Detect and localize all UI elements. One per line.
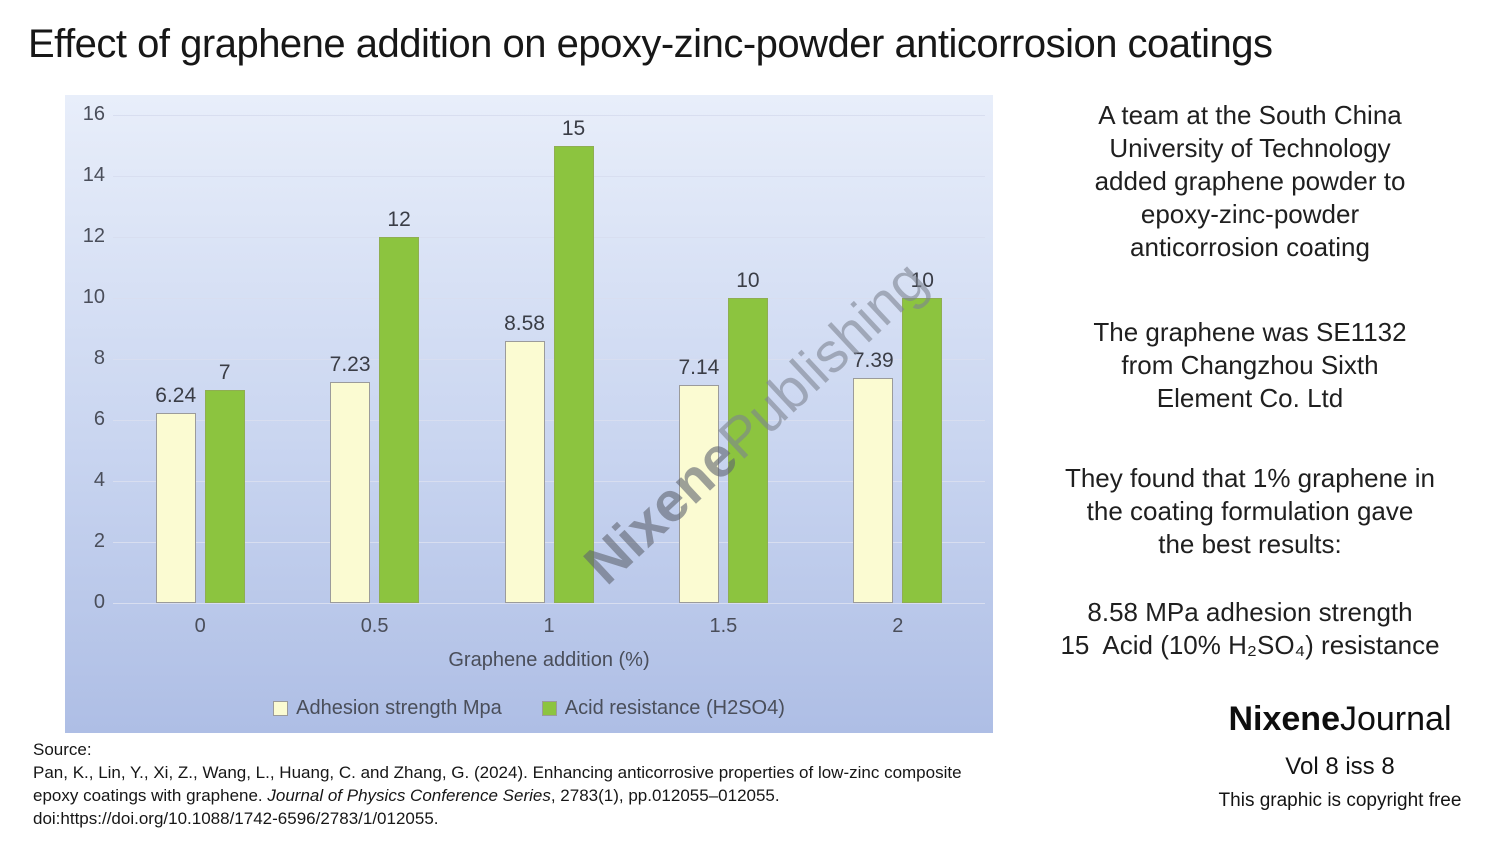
y-axis-tick-label: 12: [82, 225, 105, 247]
journal-logo-bold: Nixene: [1228, 700, 1340, 738]
x-axis-tick-label: 0: [194, 615, 206, 637]
gridline: [113, 298, 985, 299]
source-doi: doi:https://doi.org/10.1088/1742-6596/27…: [33, 809, 439, 828]
gridline: [113, 420, 985, 421]
result-acid: 15 Acid (10% H₂SO₄) resistance: [1060, 630, 1440, 660]
legend-swatch: [541, 701, 557, 716]
gridline: [113, 237, 985, 238]
bar-adhesion: [330, 382, 371, 603]
y-axis-tick-label: 16: [82, 103, 105, 125]
bar-value-label: 7.39: [852, 348, 894, 372]
y-axis-tick-label: 6: [93, 408, 105, 430]
bar-acid: [379, 237, 420, 603]
y-axis-tick-label: 0: [93, 591, 105, 613]
bar-value-label: 7.23: [329, 353, 371, 377]
source-label: Source:: [33, 740, 92, 759]
bar-value-label: 7: [218, 360, 231, 384]
watermark-bold-text: Nixene: [571, 424, 750, 596]
citation-text: Pan, K., Lin, Y., Xi, Z., Wang, L., Huan…: [33, 763, 962, 805]
y-axis-tick-label: 8: [93, 347, 105, 369]
bar-value-label: 7.14: [678, 356, 720, 380]
x-axis-title: Graphene addition (%): [448, 649, 650, 671]
citation-journal-italic: Journal of Physics Conference Series: [267, 786, 551, 805]
gridline: [113, 603, 985, 604]
y-axis-tick-label: 10: [82, 286, 105, 308]
journal-logo: NixeneJournal: [1200, 700, 1480, 739]
y-axis-tick-label: 14: [82, 164, 105, 186]
legend-item: Acid resistance (H2SO4): [541, 697, 785, 720]
bar-adhesion: [678, 385, 719, 603]
bar-value-label: 6.24: [155, 383, 197, 407]
source-citation: Pan, K., Lin, Y., Xi, Z., Wang, L., Huan…: [33, 761, 978, 807]
x-axis-tick-label: 1: [543, 615, 555, 637]
x-axis-tick-label: 0.5: [360, 615, 389, 637]
legend-label: Adhesion strength Mpa: [296, 697, 502, 719]
side-paragraph-team: A team at the South China University of …: [1094, 100, 1406, 262]
bar-adhesion: [504, 341, 545, 603]
bar-acid: [553, 145, 594, 603]
gridline: [113, 359, 985, 360]
gridline: [113, 176, 985, 177]
bar-value-label: 10: [910, 269, 934, 292]
side-paragraph-graphene-source: The graphene was SE1132 from Changzhou S…: [1093, 317, 1407, 413]
legend-label: Acid resistance (H2SO4): [564, 697, 785, 719]
gridline: [113, 542, 985, 543]
bar-value-label: 8.58: [504, 312, 545, 336]
x-axis-tick-label: 2: [892, 615, 904, 637]
y-axis-tick-label: 4: [93, 469, 105, 491]
citation-pages: , 2783(1), pp.012055–012055.: [550, 786, 780, 805]
gridline: [113, 115, 985, 116]
side-paragraph-findings: They found that 1% graphene in the coati…: [1064, 463, 1436, 559]
bar-value-label: 12: [387, 208, 411, 231]
legend-swatch: [273, 701, 289, 716]
brand-block: NixeneJournal Vol 8 iss 8 This graphic i…: [1200, 700, 1480, 812]
legend-item: Adhesion strength Mpa: [273, 697, 502, 720]
x-axis-tick-label: 1.5: [709, 615, 738, 637]
chart-legend: Adhesion strength Mpa Acid resistance (H2…: [65, 697, 993, 720]
bar-value-label: 15: [561, 116, 586, 140]
side-results: 8.58 MPa adhesion strength 15 Acid (10% …: [1015, 596, 1485, 662]
bar-value-label: 10: [736, 269, 760, 292]
volume-issue: Vol 8 iss 8: [1285, 753, 1395, 780]
bar-acid: [204, 389, 245, 603]
chart-panel: Graphene addition (%) Adhesion strength …: [65, 95, 993, 733]
gridline: [113, 481, 985, 482]
y-axis-tick-label: 2: [93, 530, 105, 552]
page-title: Effect of graphene addition on epoxy-zin…: [28, 22, 1273, 66]
journal-logo-regular: Journal: [1339, 700, 1452, 738]
bar-acid: [727, 298, 768, 603]
bar-adhesion: [853, 377, 894, 603]
bar-acid: [902, 298, 943, 603]
copyright-note: This graphic is copyright free: [1218, 790, 1462, 811]
result-adhesion: 8.58 MPa adhesion strength: [1087, 597, 1413, 627]
bar-adhesion: [155, 412, 196, 603]
source-block: Source: Pan, K., Lin, Y., Xi, Z., Wang, …: [33, 738, 978, 830]
